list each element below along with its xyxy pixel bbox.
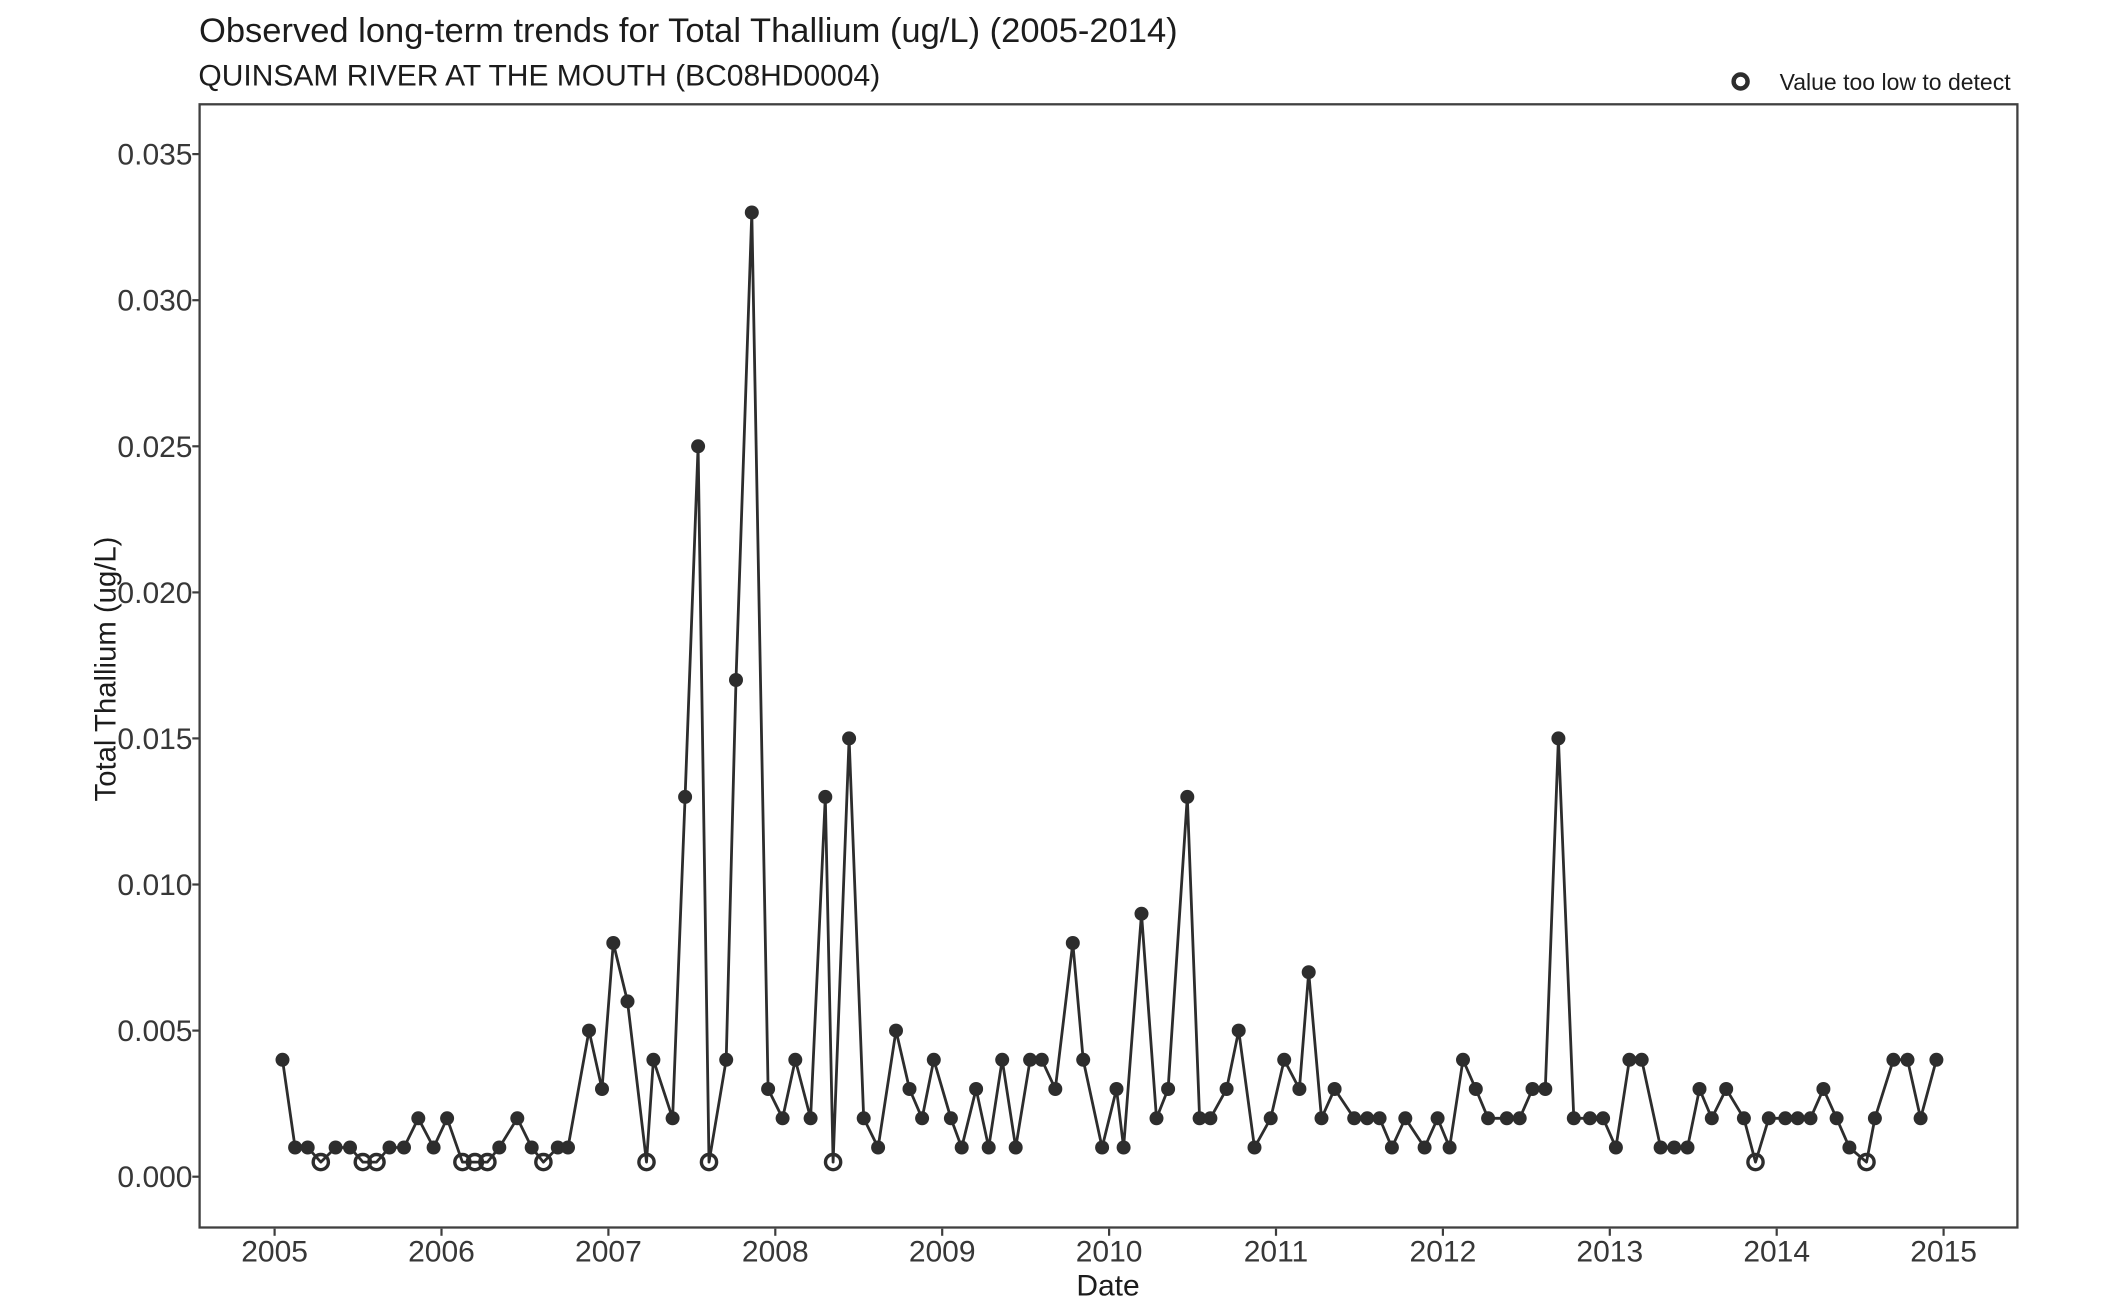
svg-text:2010: 2010 bbox=[1076, 1235, 1143, 1268]
svg-text:2014: 2014 bbox=[1743, 1235, 1810, 1268]
svg-text:Value too low to detect: Value too low to detect bbox=[1780, 69, 2012, 95]
svg-text:QUINSAM RIVER AT THE MOUTH (BC: QUINSAM RIVER AT THE MOUTH (BC08HD0004) bbox=[198, 59, 880, 92]
svg-text:Date: Date bbox=[1076, 1270, 1139, 1303]
svg-text:0.030: 0.030 bbox=[117, 285, 192, 318]
svg-text:2011: 2011 bbox=[1244, 1235, 1309, 1268]
svg-text:0.020: 0.020 bbox=[117, 577, 192, 610]
svg-text:2006: 2006 bbox=[408, 1235, 475, 1268]
svg-text:0.005: 0.005 bbox=[117, 1015, 192, 1048]
svg-text:Observed long-term trends for: Observed long-term trends for Total Thal… bbox=[199, 12, 1178, 50]
svg-text:0.000: 0.000 bbox=[117, 1161, 192, 1194]
svg-text:0.010: 0.010 bbox=[117, 869, 192, 902]
svg-text:Total Thallium (ug/L): Total Thallium (ug/L) bbox=[89, 537, 122, 802]
svg-text:2015: 2015 bbox=[1910, 1235, 1977, 1268]
svg-text:2005: 2005 bbox=[241, 1235, 308, 1268]
svg-text:0.035: 0.035 bbox=[117, 139, 192, 172]
svg-text:2009: 2009 bbox=[909, 1235, 976, 1268]
svg-text:0.015: 0.015 bbox=[117, 723, 192, 756]
svg-text:2013: 2013 bbox=[1576, 1235, 1643, 1268]
svg-text:0.025: 0.025 bbox=[117, 431, 192, 464]
svg-text:2012: 2012 bbox=[1410, 1235, 1477, 1268]
svg-text:2007: 2007 bbox=[575, 1235, 642, 1268]
svg-text:2008: 2008 bbox=[742, 1235, 809, 1268]
